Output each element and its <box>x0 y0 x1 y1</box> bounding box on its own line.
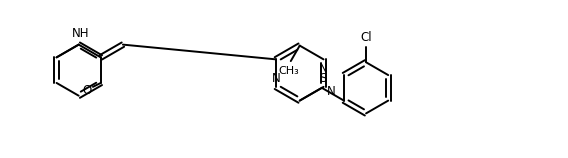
Text: N: N <box>272 72 280 85</box>
Text: CH₃: CH₃ <box>278 66 299 76</box>
Text: S: S <box>319 72 327 85</box>
Text: N: N <box>327 85 336 98</box>
Text: N: N <box>319 62 328 75</box>
Text: O: O <box>82 84 91 97</box>
Text: Cl: Cl <box>360 31 372 44</box>
Text: NH: NH <box>72 27 89 40</box>
